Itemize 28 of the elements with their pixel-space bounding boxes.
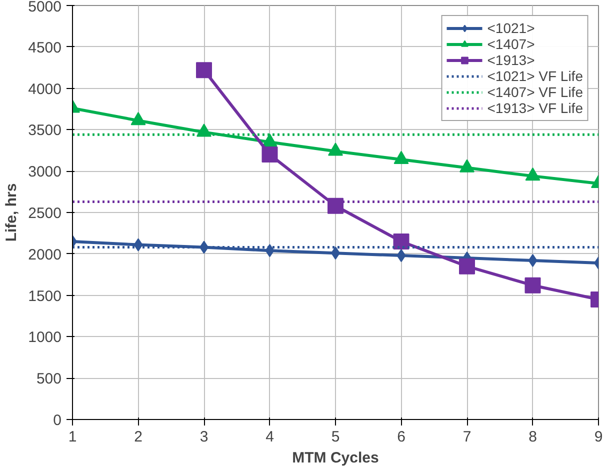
y-tick-label: 1500 [28,288,62,305]
legend-label: <1913> [487,52,535,68]
legend-label: <1021> [487,20,535,36]
y-tick-label: 3500 [28,122,62,140]
x-tick-label: 3 [200,428,208,446]
y-axis-title: Life, hrs [3,183,20,242]
x-tick-label: 5 [331,428,340,446]
legend-label: <1407> [487,36,535,52]
y-tick-label: 1000 [28,329,62,346]
y-tick-label: 5000 [28,0,62,16]
y-tick-label: 4000 [28,80,62,98]
y-tick-label: 2000 [28,246,62,264]
x-axis-title: MTM Cycles [292,450,379,466]
legend-label: <1021> VF Life [487,68,583,84]
x-tick-label: 4 [266,428,274,446]
y-tick-label: 4500 [28,39,62,56]
x-tick-label: 9 [594,428,603,446]
x-tick-label: 7 [462,428,472,446]
x-tick-label: 6 [397,428,406,446]
x-tick-label: 8 [528,428,537,446]
legend-label: <1913> VF Life [487,100,583,116]
legend-label: <1407> VF Life [487,84,583,100]
y-tick-label: 3000 [28,164,62,181]
y-tick-label: 500 [36,370,62,388]
y-tick-label: 2500 [28,205,62,222]
y-tick-label: 0 [53,412,62,429]
x-tick-label: 2 [134,428,142,446]
x-tick-label: 1 [68,428,77,446]
